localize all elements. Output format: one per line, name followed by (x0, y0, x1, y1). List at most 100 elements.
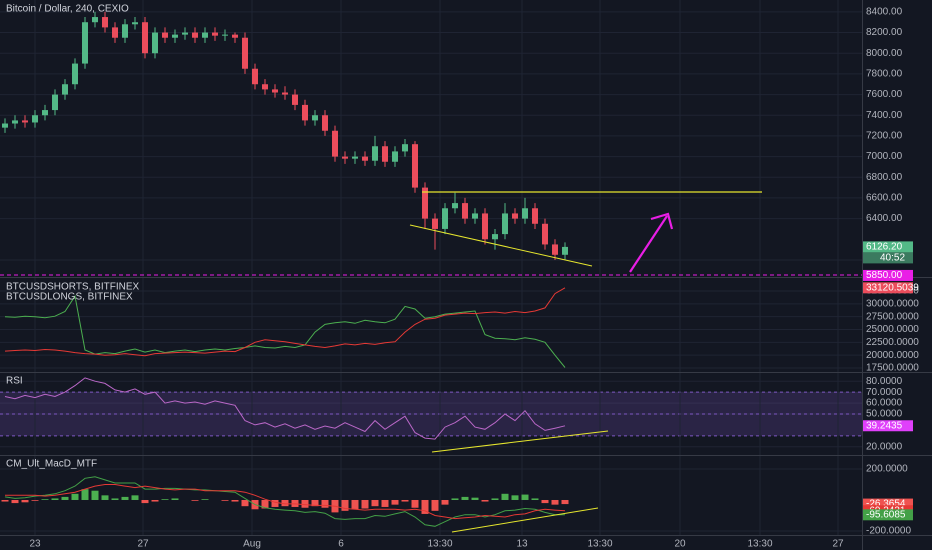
histogram-bar (271, 499, 279, 507)
histogram-bar (411, 499, 419, 508)
candle-body (172, 34, 178, 38)
candle-body (252, 68, 258, 85)
candle-body (72, 63, 78, 85)
price-label-box (863, 509, 913, 521)
histogram-bar (1, 499, 9, 502)
histogram-bar (551, 499, 559, 505)
candle-body (462, 203, 468, 219)
y-tick-label: 7600.00 (866, 89, 903, 100)
price-label-box (863, 241, 913, 253)
candle-body (232, 34, 238, 38)
candle-body (242, 37, 248, 69)
chart-title: Bitcoin / Dollar, 240, CEXIO (6, 4, 129, 15)
candle-body (42, 110, 48, 116)
candle-body (452, 203, 458, 209)
arrow-shaft (629, 215, 668, 273)
candle-body (392, 151, 398, 162)
y-tick-label: 25000.0000 (866, 324, 919, 335)
price-label: -95.6085 (866, 509, 906, 520)
y-tick-label: 8200.00 (866, 27, 903, 38)
histogram-bar (531, 498, 539, 500)
y-tick-label: 17500.0000 (866, 363, 919, 374)
histogram-bar (481, 499, 489, 502)
histogram-bar (221, 499, 229, 501)
histogram-bar (161, 499, 169, 500)
x-tick-label: 13 (516, 539, 528, 550)
candle-body (282, 92, 288, 95)
candle-body (422, 187, 428, 219)
y-tick-label: 22500.0000 (866, 337, 919, 348)
x-tick-label: 27 (832, 539, 844, 550)
macd-trend-line (451, 507, 599, 533)
histogram-bar (431, 499, 439, 511)
histogram-bar (391, 499, 399, 505)
candle-body (472, 213, 478, 219)
y-tick-label: 200.0000 (866, 464, 908, 475)
candle-body (22, 120, 28, 123)
price-label: 33120.5039 (866, 282, 919, 293)
histogram-bar (141, 499, 149, 504)
candle-body (552, 244, 558, 255)
histogram-bar (101, 495, 109, 500)
candle-body (532, 208, 538, 224)
candle-body (52, 94, 58, 111)
histogram-bar (371, 499, 379, 507)
candle-body (152, 32, 158, 54)
candle-body (222, 34, 228, 36)
macd-line (4, 476, 566, 527)
candle-body (32, 115, 38, 123)
histogram-bar (51, 498, 59, 500)
candle-body (142, 22, 148, 54)
candle-body (162, 32, 168, 38)
histogram-bar (471, 497, 479, 500)
y-tick-label: 60.0000 (866, 398, 903, 409)
arrow-head (650, 212, 674, 230)
y-tick-label: 6400.00 (866, 213, 903, 224)
histogram-bar (261, 499, 269, 509)
price-label-box (863, 498, 913, 510)
candle-body (372, 146, 378, 161)
histogram-bar (521, 494, 529, 500)
y-tick-label: 70.0000 (866, 387, 903, 398)
x-tick-label: 13:30 (427, 539, 452, 550)
candle-body (322, 115, 328, 131)
histogram-bar (301, 499, 309, 508)
histogram-bar (41, 499, 49, 500)
price-label: 6126.20 (866, 242, 903, 253)
candle-body (542, 223, 548, 245)
y-tick-label: 8400.00 (866, 7, 903, 18)
candle-body (522, 208, 528, 219)
x-tick-label: 13:30 (587, 539, 612, 550)
candle-body (292, 94, 298, 105)
series-line (4, 287, 566, 357)
rsi-line (4, 377, 566, 440)
histogram-bar (351, 499, 359, 510)
candle-body (312, 115, 318, 121)
rsi-band (0, 392, 862, 436)
marks (1, 11, 569, 527)
histogram-bar (61, 496, 69, 500)
y-tick-label: 20.0000 (866, 441, 903, 452)
arrow (629, 212, 674, 273)
candle-body (352, 156, 358, 159)
histogram-bar (111, 498, 119, 500)
histogram-bar (121, 496, 129, 500)
candle-body (492, 234, 498, 240)
candle-body (302, 104, 308, 121)
histogram-bar (491, 498, 499, 500)
candle-body (502, 213, 508, 235)
histogram-bar (511, 495, 519, 500)
candle-body (212, 32, 218, 36)
candle-body (202, 32, 208, 38)
histogram-bar (451, 498, 459, 500)
panel-title: RSI (6, 376, 23, 387)
candle-body (112, 27, 118, 38)
candle-body (432, 218, 438, 229)
histogram-bar (311, 499, 319, 507)
price-label-box (863, 269, 913, 281)
histogram-bar (151, 499, 159, 502)
candle-body (402, 144, 408, 152)
candle-body (2, 123, 8, 128)
